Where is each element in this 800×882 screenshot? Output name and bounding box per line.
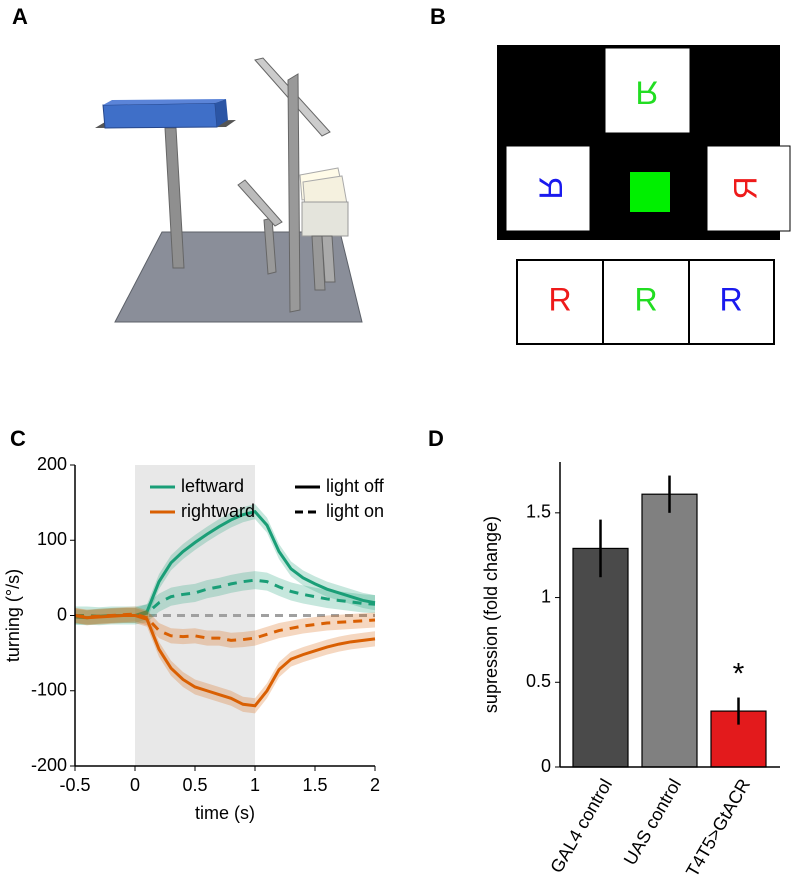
screen-box xyxy=(301,201,349,237)
x-tick-label: 1 xyxy=(250,775,260,795)
x-tick-label: UAS control xyxy=(620,775,685,868)
post xyxy=(164,127,185,269)
legend-label: rightward xyxy=(181,501,255,521)
fly-marker xyxy=(630,172,670,212)
post xyxy=(287,73,301,313)
strip xyxy=(516,259,775,345)
legend-label: leftward xyxy=(181,476,244,496)
legend-label: light off xyxy=(326,476,385,496)
post xyxy=(311,235,326,291)
panel-label: A xyxy=(12,4,28,29)
y-tick-label: -200 xyxy=(31,755,67,775)
x-axis-label: time (s) xyxy=(195,803,255,823)
x-tick-label: 0 xyxy=(130,775,140,795)
projector-top xyxy=(103,99,226,105)
x-tick-label: 1.5 xyxy=(302,775,327,795)
y-tick-label: 1.5 xyxy=(526,502,551,522)
screen-panel xyxy=(505,145,591,232)
x-tick-label: 2 xyxy=(370,775,380,795)
mirrored-letter: R xyxy=(635,75,658,111)
series-line xyxy=(74,612,376,642)
projector-end xyxy=(215,99,228,127)
error-band xyxy=(75,571,375,626)
legend-label: light on xyxy=(326,501,384,521)
screen-panel xyxy=(706,145,791,232)
strip-letter: R xyxy=(548,281,571,317)
post xyxy=(321,235,336,283)
error-band xyxy=(75,606,375,648)
mirror xyxy=(237,179,283,227)
mirrored-letter: R xyxy=(533,176,569,199)
bar xyxy=(641,493,698,768)
bar xyxy=(572,547,629,768)
error-band xyxy=(75,504,375,626)
y-tick-label: 0.5 xyxy=(526,671,551,691)
projector xyxy=(102,102,218,129)
strip-letter: R xyxy=(634,281,657,317)
screen-panel xyxy=(604,47,691,134)
mirrored-letter: R xyxy=(727,176,763,199)
error-band xyxy=(75,607,375,714)
strip-letter: R xyxy=(719,281,742,317)
panel-label: D xyxy=(428,426,444,451)
panel-label: B xyxy=(430,4,446,29)
annotation: * xyxy=(733,657,745,690)
y-tick-label: 100 xyxy=(37,529,67,549)
y-tick-label: -100 xyxy=(31,680,67,700)
y-tick-label: 200 xyxy=(37,454,67,474)
x-tick-label: -0.5 xyxy=(59,775,90,795)
x-tick-label: GAL4 control xyxy=(546,775,616,876)
y-tick-label: 0 xyxy=(541,756,551,776)
x-tick-label: T4T5>GtACR xyxy=(682,775,754,880)
y-tick-label: 0 xyxy=(57,604,67,624)
x-tick-label: 0.5 xyxy=(182,775,207,795)
panel-label: C xyxy=(10,426,26,451)
y-tick-label: 1 xyxy=(541,586,551,606)
rig-illustration xyxy=(95,57,363,323)
y-axis-label: supression (fold change) xyxy=(481,516,501,713)
y-axis-label: turning (°/s) xyxy=(3,569,23,662)
charts: C -0.5 0 0.5 1 1.5 2 -200 -100 0 100 200 time (s) tur… xyxy=(3,426,780,880)
